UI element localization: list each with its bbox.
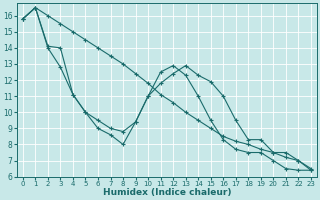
X-axis label: Humidex (Indice chaleur): Humidex (Indice chaleur): [103, 188, 231, 197]
